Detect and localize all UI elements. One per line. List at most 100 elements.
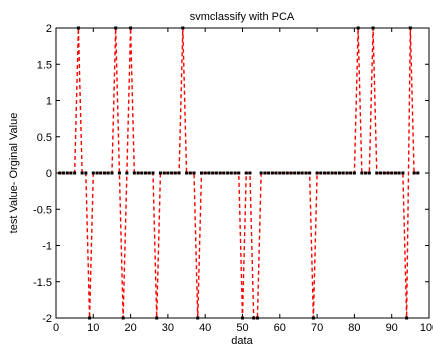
- y-tick-label: -0.5: [33, 204, 52, 216]
- data-point: [102, 171, 106, 175]
- data-point: [211, 171, 215, 175]
- data-point: [84, 171, 88, 175]
- data-point: [110, 171, 114, 175]
- data-point: [125, 171, 129, 175]
- data-point: [367, 171, 371, 175]
- x-tick-label: 100: [420, 322, 433, 334]
- data-point: [196, 316, 200, 320]
- data-point: [397, 171, 401, 175]
- data-point: [300, 171, 304, 175]
- data-point: [177, 171, 181, 175]
- data-point: [375, 171, 379, 175]
- data-point: [207, 171, 211, 175]
- data-point: [270, 171, 274, 175]
- data-point: [136, 171, 140, 175]
- data-point: [185, 171, 189, 175]
- data-point: [274, 171, 278, 175]
- data-point: [114, 26, 118, 30]
- data-point: [382, 171, 386, 175]
- data-point: [91, 171, 95, 175]
- y-tick-label: -1: [42, 241, 52, 253]
- data-point: [345, 171, 349, 175]
- data-point: [192, 171, 196, 175]
- data-point: [311, 316, 315, 320]
- data-point: [144, 171, 148, 175]
- data-point: [121, 316, 125, 320]
- data-point: [241, 316, 244, 320]
- data-point: [199, 171, 203, 175]
- x-tick-label: 0: [53, 322, 59, 334]
- data-point: [308, 171, 312, 175]
- data-point: [158, 171, 162, 175]
- data-point: [326, 171, 330, 175]
- data-point: [214, 171, 218, 175]
- data-point: [379, 171, 383, 175]
- x-tick-label: 90: [386, 322, 398, 334]
- data-point: [132, 171, 136, 175]
- data-point: [296, 171, 300, 175]
- data-point: [147, 171, 151, 175]
- data-point: [349, 171, 353, 175]
- data-point: [289, 171, 293, 175]
- data-point: [170, 171, 174, 175]
- data-point: [390, 171, 394, 175]
- data-point: [386, 171, 390, 175]
- data-point: [412, 171, 416, 175]
- axis-ticks: 0 10 20 30 40 50 60 70 80 90 100 -2 -1.5 -1 -0.5 0 0.5 1 1…: [33, 23, 433, 334]
- data-point: [151, 171, 155, 175]
- data-point: [188, 171, 192, 175]
- data-point: [315, 171, 319, 175]
- data-point: [226, 171, 230, 175]
- y-tick-label: -2: [42, 313, 52, 325]
- x-tick-label: 80: [348, 322, 360, 334]
- data-point: [58, 171, 62, 175]
- data-point: [233, 171, 237, 175]
- data-point: [293, 171, 297, 175]
- y-tick-label: 0: [46, 168, 52, 180]
- data-point: [237, 171, 241, 175]
- x-axis-label: data: [231, 335, 253, 347]
- data-point: [155, 316, 159, 320]
- data-point: [95, 171, 99, 175]
- data-point: [65, 171, 69, 175]
- data-point: [371, 26, 375, 30]
- data-point: [263, 171, 267, 175]
- data-point: [80, 171, 84, 175]
- y-tick-label: 2: [46, 23, 52, 35]
- data-point: [330, 171, 334, 175]
- x-tick-label: 30: [162, 322, 174, 334]
- data-point: [341, 171, 345, 175]
- data-point: [229, 171, 233, 175]
- data-point: [352, 171, 356, 175]
- data-point: [162, 171, 166, 175]
- data-point: [364, 171, 368, 175]
- data-point: [173, 171, 177, 175]
- y-tick-label: 1: [46, 96, 52, 108]
- data-point: [334, 171, 338, 175]
- y-tick-label: -1.5: [33, 277, 52, 289]
- data-point: [356, 26, 360, 30]
- data-point: [408, 26, 412, 30]
- data-point: [285, 171, 289, 175]
- data-point: [222, 171, 226, 175]
- x-tick-label: 70: [311, 322, 323, 334]
- data-point: [181, 26, 185, 30]
- data-point: [129, 26, 133, 30]
- data-point: [73, 171, 77, 175]
- x-tick-label: 10: [87, 322, 99, 334]
- data-point: [337, 171, 341, 175]
- data-point: [69, 171, 73, 175]
- x-tick-label: 40: [199, 322, 211, 334]
- x-tick-label: 60: [274, 322, 286, 334]
- y-tick-label: 1.5: [37, 59, 52, 71]
- data-point: [140, 171, 144, 175]
- data-point: [99, 171, 103, 175]
- data-point: [88, 316, 92, 320]
- data-point: [203, 171, 207, 175]
- data-point: [255, 316, 259, 320]
- data-point: [282, 171, 286, 175]
- data-point: [319, 171, 323, 175]
- data-point: [323, 171, 327, 175]
- series-group: [58, 26, 420, 320]
